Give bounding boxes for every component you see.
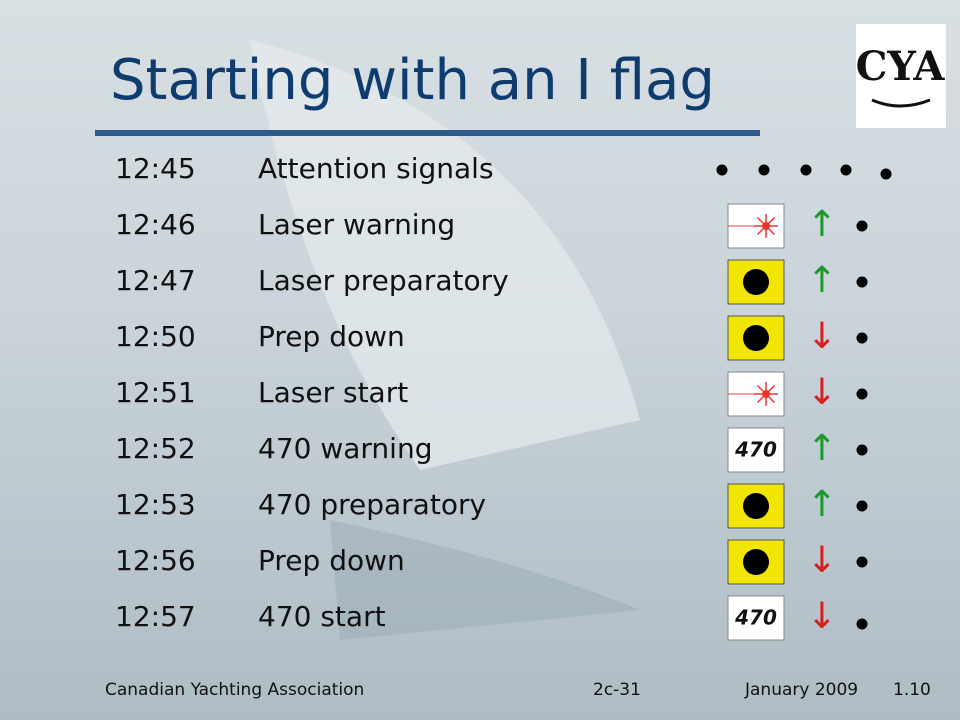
title: Starting with an I flag: [110, 48, 715, 113]
time: 12:50: [115, 320, 196, 353]
sound-dot: [856, 618, 868, 630]
sound-dot: [856, 500, 868, 512]
class-flag-text: 470: [734, 438, 777, 462]
sound-dot: [856, 332, 868, 344]
logo-text: CYA: [856, 43, 946, 90]
footer-version: 1.10: [893, 680, 931, 700]
arrow: ↑: [807, 428, 837, 469]
class-flag-text: 470: [734, 606, 777, 630]
arrow: ↓: [807, 316, 837, 357]
footer-date: January 2009: [744, 680, 858, 700]
event: Attention signals: [258, 152, 494, 185]
sound-dot: [840, 164, 852, 176]
event: Laser preparatory: [258, 264, 509, 297]
i-flag-ball: [743, 493, 769, 519]
logo-box: [856, 24, 946, 128]
event: 470 warning: [258, 432, 432, 465]
logo: CYA: [856, 24, 946, 128]
i-flag-ball: [743, 269, 769, 295]
sound-dot: [856, 276, 868, 288]
time: 12:46: [115, 208, 196, 241]
logo-wave: [871, 98, 931, 108]
footer-code: 2c-31: [593, 680, 641, 700]
event: 470 preparatory: [258, 488, 486, 521]
arrow: ↓: [807, 596, 837, 637]
event: 470 start: [258, 600, 386, 633]
sound-dot: [758, 164, 770, 176]
footer-org: Canadian Yachting Association: [105, 680, 364, 700]
arrow: ↑: [807, 260, 837, 301]
arrow: ↓: [807, 372, 837, 413]
class-flag: [727, 427, 785, 473]
laser-flag-dot: [762, 222, 770, 230]
i-flag-ball: [743, 549, 769, 575]
sound-dot: [800, 164, 812, 176]
laser-flag-dot: [762, 390, 770, 398]
sound-dot: [856, 444, 868, 456]
arrow: ↑: [807, 204, 837, 245]
time: 12:53: [115, 488, 196, 521]
hull-shape: [330, 520, 640, 640]
event: Prep down: [258, 320, 405, 353]
event: Laser start: [258, 376, 408, 409]
time: 12:45: [115, 152, 196, 185]
time: 12:56: [115, 544, 196, 577]
time: 12:47: [115, 264, 196, 297]
sail-shape: [250, 40, 640, 470]
sound-dot: [856, 220, 868, 232]
time: 12:52: [115, 432, 196, 465]
class-flag: [727, 595, 785, 641]
rows: 12:45 Attention signals 12:46 Laser warning…: [115, 152, 892, 641]
arrow: ↑: [807, 484, 837, 525]
event: Prep down: [258, 544, 405, 577]
time: 12:51: [115, 376, 196, 409]
sound-dot: [716, 164, 728, 176]
time: 12:57: [115, 600, 196, 633]
sound-dot: [880, 168, 892, 180]
sound-dot: [856, 556, 868, 568]
sound-dot: [856, 388, 868, 400]
arrow: ↓: [807, 540, 837, 581]
title-underline: [95, 130, 760, 136]
event: Laser warning: [258, 208, 455, 241]
i-flag-ball: [743, 325, 769, 351]
